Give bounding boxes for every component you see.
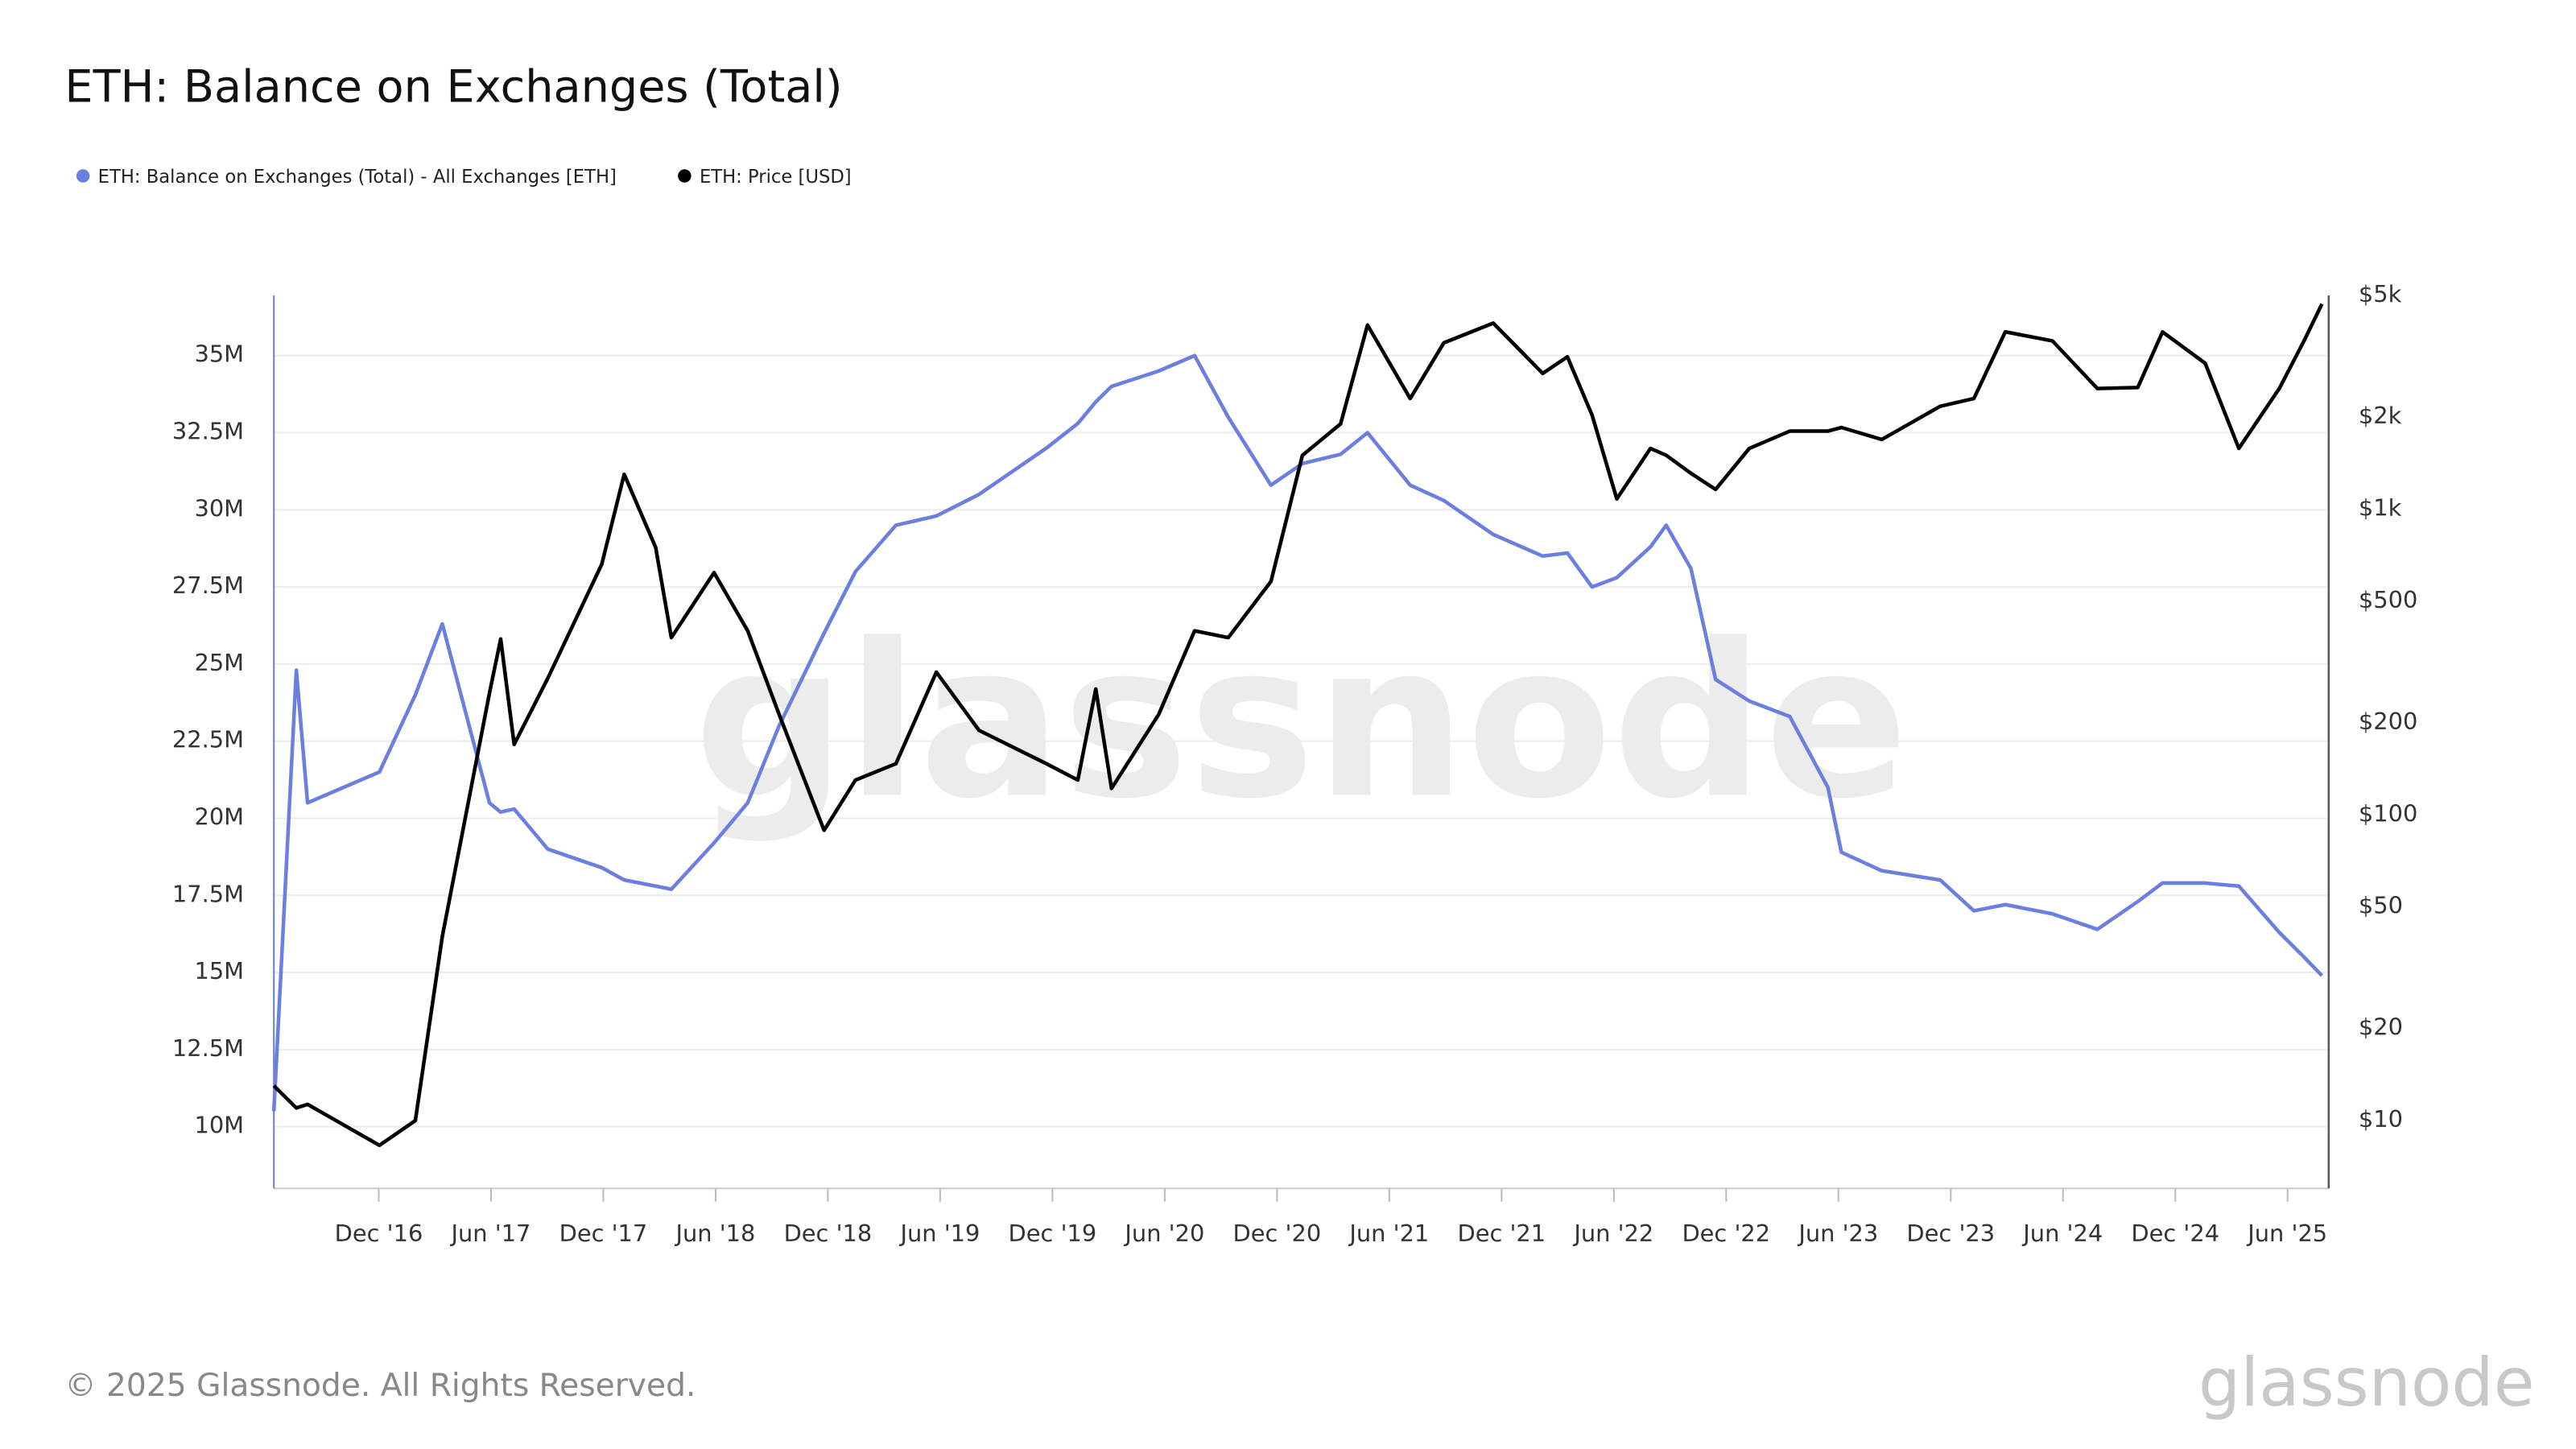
x-tick-label: Dec '16 (335, 1220, 423, 1247)
x-tick-label: Dec '23 (1906, 1220, 1995, 1247)
y-tick-label: 35M (194, 341, 244, 368)
x-tick-label: Dec '21 (1457, 1220, 1546, 1247)
y2-tick-label: $1k (2359, 493, 2402, 521)
x-tick-label: Dec '20 (1233, 1220, 1322, 1247)
x-tick-label: Jun '18 (674, 1220, 755, 1247)
y2-tick-label: $200 (2359, 708, 2417, 735)
x-tick-label: Jun '24 (2021, 1220, 2103, 1247)
x-tick-label: Jun '23 (1797, 1220, 1878, 1247)
chart-title: ETH: Balance on Exchanges (Total) (64, 60, 842, 113)
y2-tick-label: $2k (2359, 402, 2402, 429)
y-tick-label: 20M (194, 803, 244, 830)
x-tick-label: Jun '17 (450, 1220, 531, 1247)
y2-tick-label: $10 (2359, 1105, 2403, 1133)
legend: ETH: Balance on Exchanges (Total) - All … (76, 167, 852, 188)
y-tick-label: 27.5M (172, 572, 244, 599)
y2-tick-label: $50 (2359, 892, 2403, 919)
y2-tick-label: $20 (2359, 1013, 2403, 1041)
series-line (271, 353, 2324, 1112)
x-tick-label: Jun '20 (1123, 1220, 1204, 1247)
legend-label: ETH: Balance on Exchanges (Total) - All … (98, 167, 617, 188)
x-tick-label: Jun '25 (2246, 1220, 2327, 1247)
y2-tick-label: $500 (2359, 586, 2417, 613)
y-tick-label: 12.5M (172, 1034, 244, 1062)
x-tick-label: Jun '22 (1572, 1220, 1653, 1247)
y-tick-label: 22.5M (172, 726, 244, 753)
legend-marker (678, 169, 691, 183)
y-tick-label: 15M (194, 957, 244, 985)
x-tick-label: Dec '24 (2131, 1220, 2219, 1247)
watermark: glassnode (694, 599, 1909, 846)
x-tick-label: Dec '18 (784, 1220, 873, 1247)
x-tick-label: Jun '19 (898, 1220, 980, 1247)
x-tick-label: Dec '22 (1682, 1220, 1770, 1247)
y-tick-label: 25M (194, 649, 244, 676)
y2-tick-label: $5k (2359, 280, 2402, 308)
x-tick-label: Dec '19 (1009, 1220, 1097, 1247)
x-tick-label: Dec '17 (559, 1220, 648, 1247)
y-tick-label: 32.5M (172, 418, 244, 445)
x-tick-label: Jun '21 (1348, 1220, 1429, 1247)
y2-tick-label: $100 (2359, 799, 2417, 827)
y-tick-label: 30M (194, 494, 244, 522)
legend-label: ETH: Price [USD] (700, 167, 852, 188)
y-tick-label: 10M (194, 1112, 244, 1139)
footer: © 2025 Glassnode. All Rights Reserved. (64, 1368, 696, 1404)
legend-marker (76, 169, 90, 183)
y-tick-label: 17.5M (172, 880, 244, 907)
logo: glassnode (2198, 1344, 2535, 1422)
series-line (272, 303, 2324, 1148)
